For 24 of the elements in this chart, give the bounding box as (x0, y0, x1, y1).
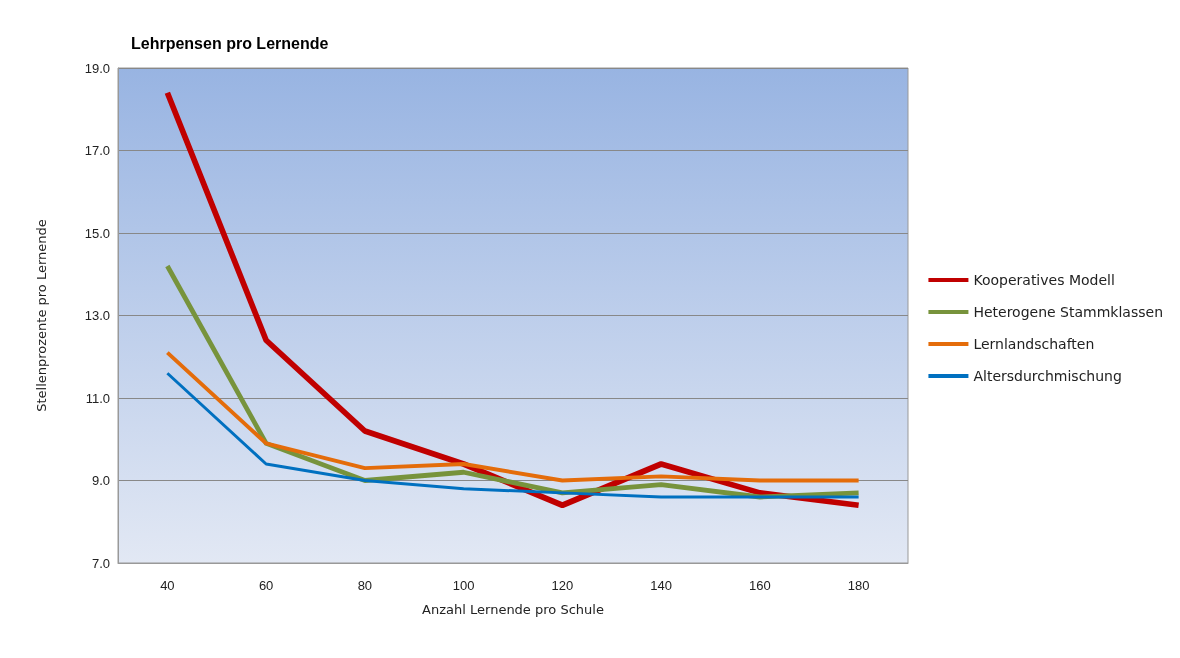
y-tick-label: 13.0 (84, 308, 110, 323)
legend-label: Altersdurchmischung (973, 368, 1122, 384)
x-tick-label: 100 (452, 578, 475, 593)
x-tick-label: 180 (847, 578, 870, 593)
x-tick-label: 60 (258, 578, 274, 593)
x-axis-title: Anzahl Lernende pro Schule (422, 602, 604, 617)
y-tick-label: 15.0 (84, 225, 110, 241)
line-series (165, 350, 861, 483)
x-tick-label: 160 (749, 578, 771, 593)
y-tick-label: 7.0 (91, 555, 110, 571)
x-tick-label: 140 (650, 578, 672, 593)
y-tick-label: 9.0 (91, 473, 110, 488)
y-axis-title: Stellenprozente pro Lernende (34, 219, 49, 412)
legend-label: Heterogene Stammklassen (973, 304, 1163, 320)
y-tick-label: 17.0 (84, 143, 110, 158)
y-tick-label: 11.0 (85, 390, 110, 406)
legend-label: Kooperatives Modell (973, 272, 1115, 288)
chart-title: Lehrpensen pro Lernende (131, 34, 329, 52)
x-tick-label: 120 (551, 578, 574, 593)
x-tick-label: 40 (160, 578, 175, 593)
y-tick-label: 19.0 (84, 60, 110, 76)
x-tick-label: 80 (357, 578, 373, 593)
legend-label: Lernlandschaften (973, 336, 1095, 352)
line-series (165, 371, 861, 499)
